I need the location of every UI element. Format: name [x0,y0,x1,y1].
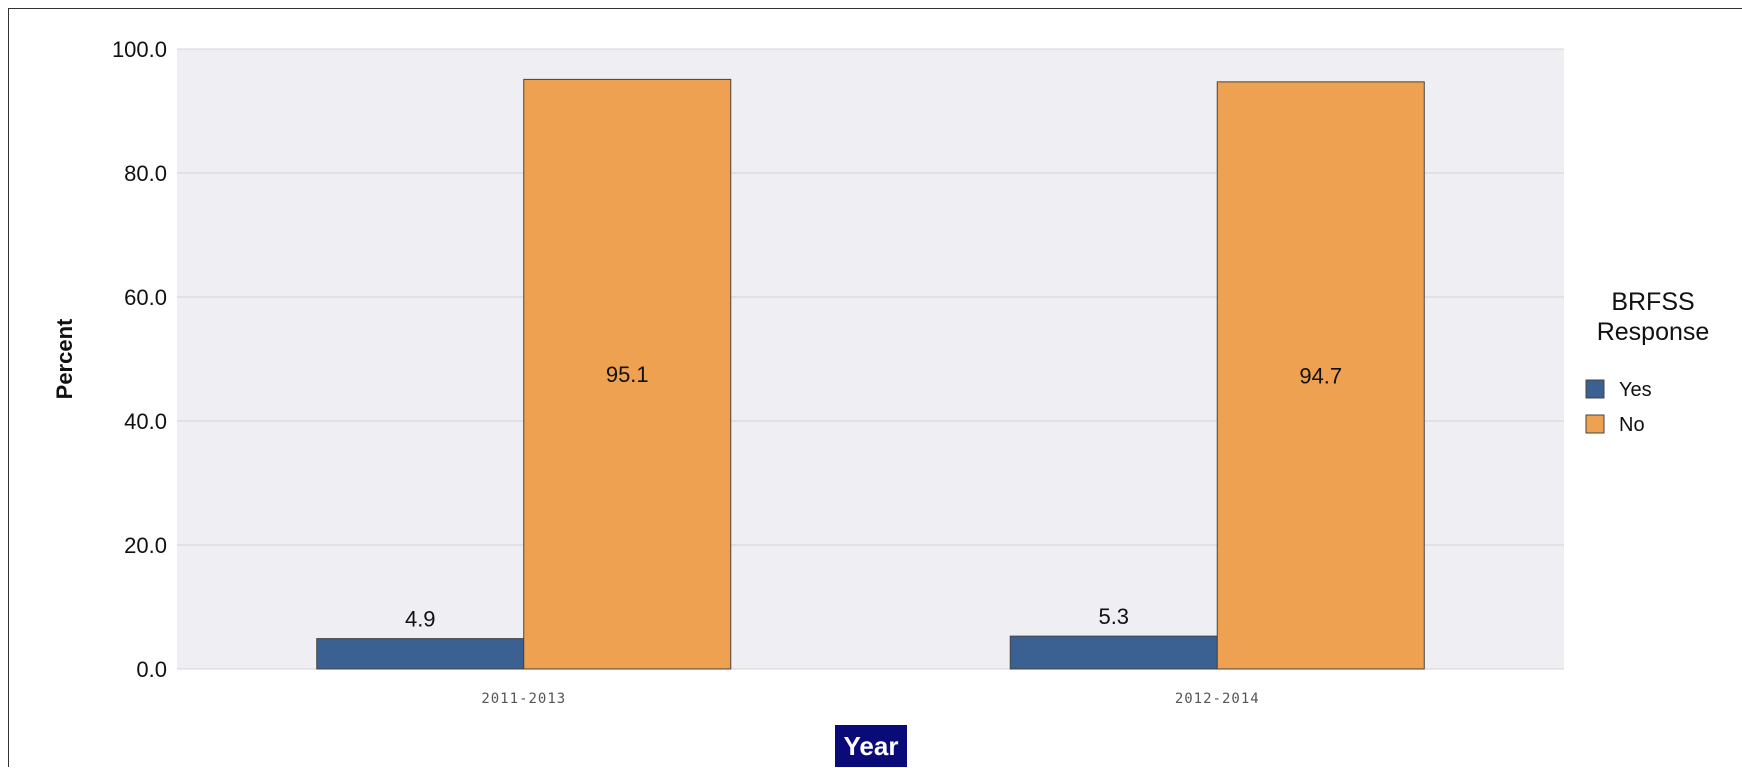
x-tick-label: 2011-2013 [481,691,566,707]
data-label: 5.3 [1098,604,1129,629]
y-tick-label: 40.0 [124,409,167,434]
legend-title-line2: Response [1597,318,1710,346]
legend: BRFSS Response Yes No [1585,288,1710,436]
legend-label-yes: Yes [1619,379,1652,401]
bars [316,78,1425,670]
data-label: 94.7 [1299,363,1342,388]
legend-swatch-no [1585,414,1605,434]
data-labels: 4.9 95.1 5.3 94.7 [405,362,1342,631]
bar-yes-1 [1009,635,1218,670]
chart-frame: 0.0 20.0 40.0 60.0 80.0 100.0 4.9 95.1 5.3 94.7 … [8,8,1742,767]
x-axis-label: Year [844,731,899,761]
x-tick-label: 2012-2014 [1175,691,1260,707]
legend-label-no: No [1619,414,1645,436]
data-label: 95.1 [606,362,649,387]
y-tick-label: 20.0 [124,533,167,558]
y-tick-label: 80.0 [124,161,167,186]
data-label: 4.9 [405,607,436,632]
legend-title-line1: BRFSS [1611,288,1694,316]
x-axis-ticks: 2011-2013 2012-2014 [481,691,1260,707]
legend-swatch-yes [1585,379,1605,399]
bar-yes-0 [316,638,525,670]
bar-no-1 [1216,81,1425,670]
y-axis-ticks: 0.0 20.0 40.0 60.0 80.0 100.0 [112,37,167,682]
bar-no-0 [523,78,732,670]
legend-items: Yes No [1585,379,1652,436]
y-tick-label: 100.0 [112,37,167,62]
y-tick-label: 0.0 [136,657,167,682]
y-axis-label: Percent [52,318,77,399]
y-tick-label: 60.0 [124,285,167,310]
x-axis-label-background [835,725,907,767]
